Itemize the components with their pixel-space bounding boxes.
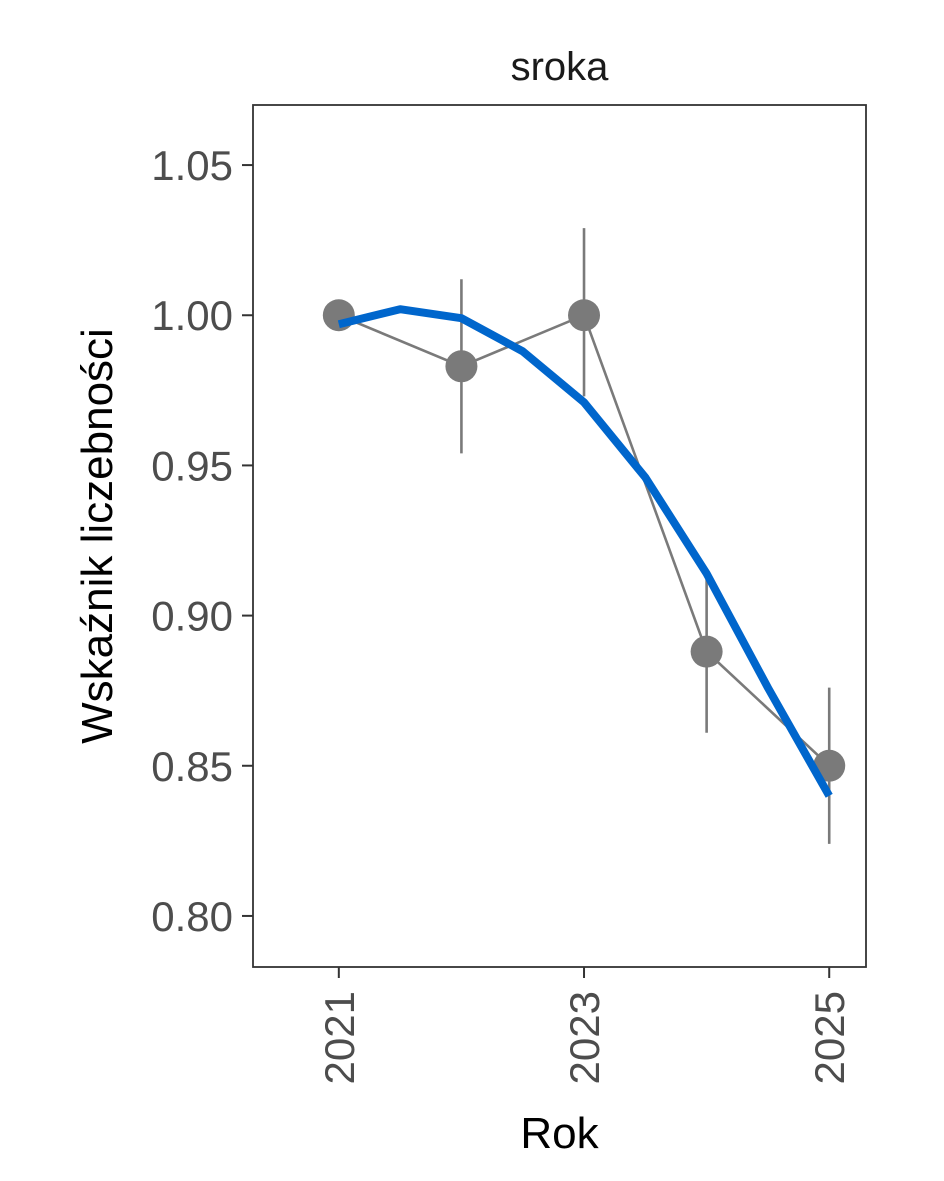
data-point bbox=[568, 299, 601, 332]
y-tick-label: 1.05 bbox=[151, 142, 233, 189]
x-axis: 2021 2023 2025 bbox=[316, 967, 853, 1084]
x-tick-label: 2025 bbox=[806, 991, 853, 1084]
x-tick-label: 2023 bbox=[561, 991, 608, 1084]
x-axis-title: Rok bbox=[520, 1109, 599, 1158]
y-tick-label: 0.95 bbox=[151, 442, 233, 489]
y-tick-label: 1.00 bbox=[151, 292, 233, 339]
plot-panel bbox=[252, 104, 867, 968]
data-point bbox=[445, 350, 478, 383]
chart-marks bbox=[322, 228, 846, 844]
trend-curve bbox=[337, 305, 833, 798]
x-tick-label: 2021 bbox=[316, 991, 363, 1084]
data-point bbox=[690, 635, 723, 668]
y-axis: 0.80 0.85 0.90 0.95 1.00 1.05 bbox=[151, 142, 253, 940]
y-tick-label: 0.85 bbox=[151, 743, 233, 790]
y-tick-label: 0.90 bbox=[151, 593, 233, 640]
y-axis-title: Wskaźnik liczebności bbox=[73, 328, 122, 744]
facet-title: sroka bbox=[511, 45, 610, 89]
data-point bbox=[322, 299, 355, 332]
y-tick-label: 0.80 bbox=[151, 893, 233, 940]
